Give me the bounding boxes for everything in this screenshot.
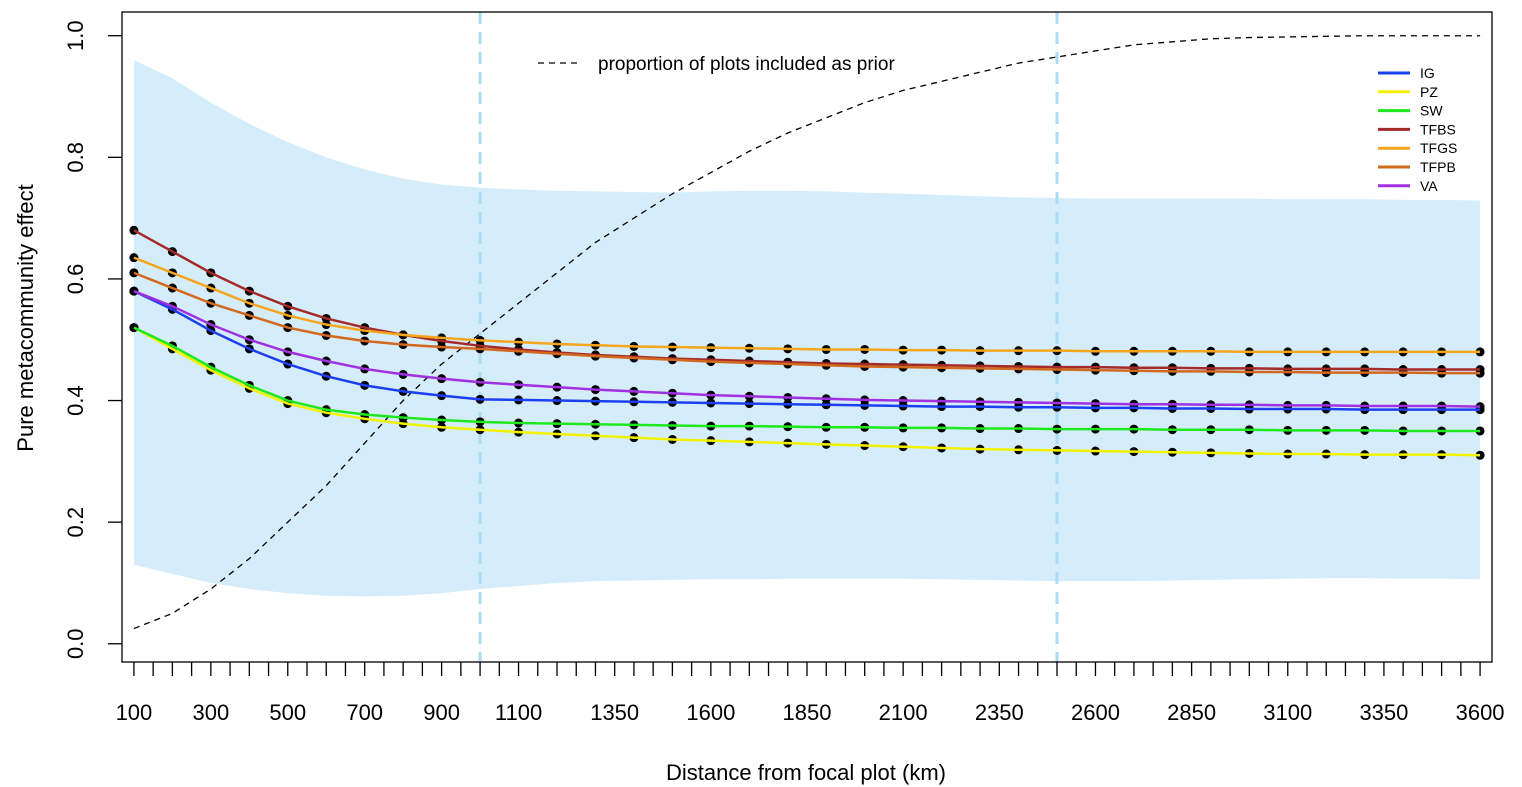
x-tick-label: 1350	[590, 700, 639, 725]
series-line	[133, 289, 1481, 408]
y-tick-label: 0.6	[63, 264, 88, 295]
x-tick-label: 3350	[1359, 700, 1408, 725]
y-axis-label: Pure metacommunity effect	[13, 184, 38, 451]
y-tick-label: 0.8	[63, 142, 88, 173]
legend-label: PZ	[1420, 84, 1438, 100]
legend-label: TFBS	[1420, 121, 1456, 137]
x-tick-label: 700	[346, 700, 383, 725]
legend-label: VA	[1420, 178, 1438, 194]
x-tick-label: 300	[192, 700, 229, 725]
x-tick-label: 2600	[1071, 700, 1120, 725]
x-tick-label: 1850	[783, 700, 832, 725]
y-tick-label: 0.4	[63, 385, 88, 416]
x-tick-label: 1600	[686, 700, 735, 725]
x-tick-label: 2350	[975, 700, 1024, 725]
y-tick-label: 0.2	[63, 507, 88, 538]
x-tick-label: 900	[423, 700, 460, 725]
series-line	[133, 229, 1481, 371]
x-tick-label: 500	[269, 700, 306, 725]
x-tick-label: 3600	[1456, 700, 1505, 725]
legend-label: SW	[1420, 103, 1443, 119]
series-line	[133, 256, 1481, 354]
x-axis-label: Distance from focal plot (km)	[666, 760, 946, 785]
series-line	[133, 326, 1481, 433]
legend-label: TFGS	[1420, 140, 1457, 156]
x-tick-label: 1100	[495, 700, 542, 725]
series-line	[133, 289, 1481, 411]
legend-label: proportion of plots included as prior	[598, 54, 895, 75]
x-tick-label: 100	[116, 700, 153, 725]
legend-label: TFPB	[1420, 159, 1456, 175]
series-line	[133, 271, 1481, 375]
confidence-band	[133, 60, 1481, 597]
plot-area	[129, 12, 1485, 662]
x-tick-label: 2850	[1167, 700, 1216, 725]
x-tick-label: 2100	[879, 700, 928, 725]
series-line	[133, 326, 1481, 457]
y-tick-label: 0.0	[63, 628, 88, 659]
proportion-line	[133, 35, 1481, 630]
x-tick-label: 3100	[1263, 700, 1312, 725]
y-tick-label: 1.0	[63, 20, 88, 51]
legend-label: IG	[1420, 65, 1435, 81]
